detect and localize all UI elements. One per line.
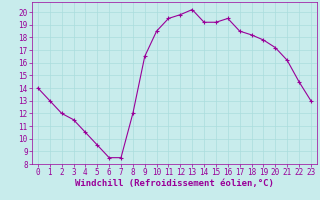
X-axis label: Windchill (Refroidissement éolien,°C): Windchill (Refroidissement éolien,°C) <box>75 179 274 188</box>
